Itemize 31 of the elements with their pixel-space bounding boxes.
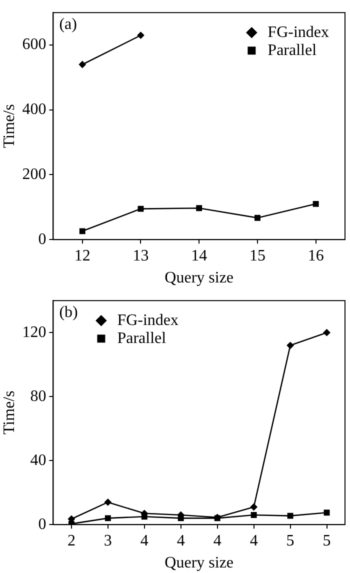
y-tick-label: 400	[22, 101, 46, 118]
annotation: (a)	[59, 16, 77, 33]
x-axis-title: Query size	[164, 554, 234, 572]
y-tick-label: 120	[22, 324, 46, 341]
x-tick-label: 4	[213, 532, 222, 550]
legend-label: Parallel	[117, 330, 167, 347]
legend-label: FG-index	[117, 312, 179, 329]
legend-label: FG-index	[268, 24, 329, 41]
x-tick-label: 4	[250, 532, 258, 550]
y-tick-label: 200	[22, 166, 46, 183]
legend-label: Parallel	[268, 42, 318, 59]
x-axis-title: Query size	[164, 270, 234, 287]
annotation: (b)	[59, 304, 78, 321]
x-tick-label: 5	[322, 532, 331, 550]
y-axis-title: Time/s	[0, 390, 18, 435]
x-tick-label: 16	[308, 247, 324, 264]
y-tick-label: 80	[30, 388, 46, 405]
y-tick-label: 0	[38, 230, 46, 248]
x-tick-label: 13	[132, 247, 149, 264]
x-tick-label: 12	[74, 247, 90, 264]
x-tick-label: 14	[191, 247, 208, 264]
y-axis-title: Time/s	[0, 104, 18, 148]
x-tick-label: 4	[140, 532, 148, 550]
x-tick-label: 15	[249, 247, 266, 264]
y-tick-label: 600	[22, 36, 46, 54]
y-tick-label: 40	[30, 452, 46, 469]
x-tick-label: 3	[104, 532, 112, 550]
x-tick-label: 5	[286, 532, 294, 550]
x-tick-label: 2	[67, 532, 76, 550]
x-tick-label: 4	[176, 532, 185, 550]
y-tick-label: 0	[38, 516, 46, 533]
